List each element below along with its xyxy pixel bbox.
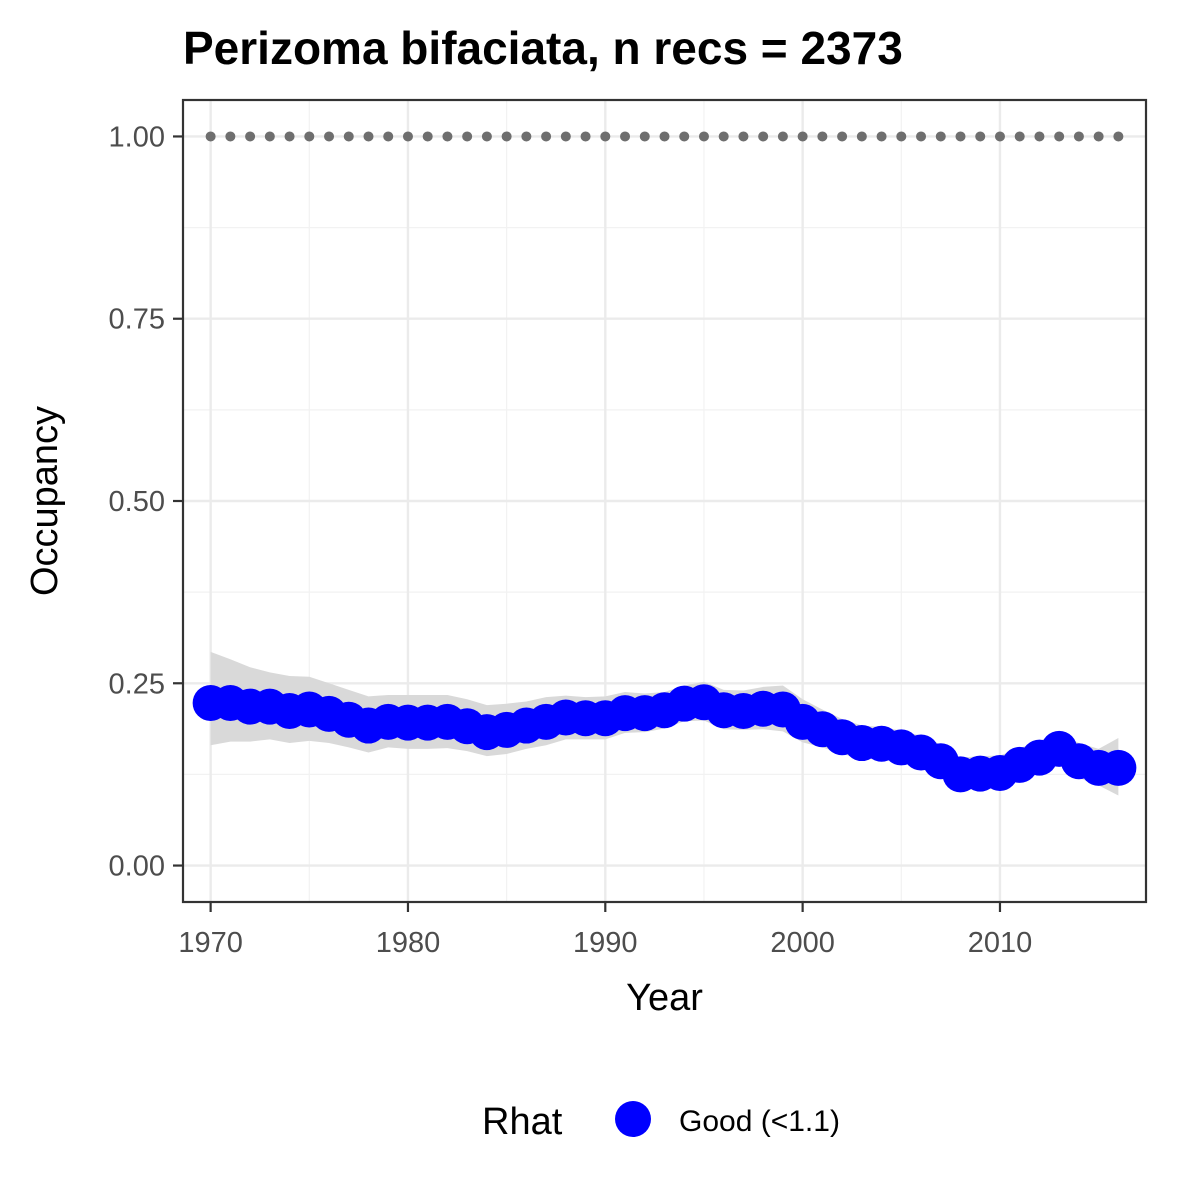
reference-point [245,131,256,142]
y-tick-label: 0.75 [109,304,165,336]
reference-point [994,131,1005,142]
plot-panel [181,98,1148,904]
reference-point [541,131,552,142]
y-tick-label: 0.00 [109,851,165,883]
reference-point [1014,131,1025,142]
reference-point [738,131,749,142]
data-point [1100,749,1137,786]
reference-point [698,131,709,142]
reference-point [442,131,453,142]
reference-point [1093,131,1104,142]
x-tick-label: 2000 [770,927,835,959]
major-gridlines [183,100,1146,902]
reference-point [363,131,374,142]
y-axis: 0.00 0.25 0.50 0.75 1.00 [109,121,183,883]
x-tick-label: 2010 [968,927,1033,959]
y-axis-title: Occupancy [24,406,66,596]
legend-title: Rhat [482,1101,563,1143]
reference-point [758,131,769,142]
reference-point [383,131,394,142]
x-tick-label: 1980 [376,927,441,959]
reference-point [856,131,867,142]
reference-point [225,131,236,142]
y-tick-label: 0.25 [109,668,165,700]
y-tick-label: 0.50 [109,486,165,518]
x-axis-title: Year [626,977,703,1019]
legend: Rhat Good (<1.1) [482,1101,840,1143]
reference-point [560,131,571,142]
reference-point [718,131,729,142]
reference-point [343,131,354,142]
reference-point [876,131,887,142]
reference-point [1054,131,1065,142]
reference-point [916,131,927,142]
reference-point [1073,131,1084,142]
reference-point [422,131,433,142]
reference-point [402,131,413,142]
reference-point [580,131,591,142]
reference-point [205,131,216,142]
reference-point [777,131,788,142]
reference-point [955,131,966,142]
x-tick-label: 1970 [178,927,243,959]
reference-point [896,131,907,142]
reference-point [975,131,986,142]
reference-point [1113,131,1124,142]
reference-point [620,131,631,142]
reference-point [679,131,690,142]
reference-point [659,131,670,142]
reference-line-points [205,131,1124,142]
reference-point [264,131,275,142]
reference-point [600,131,611,142]
reference-point [324,131,335,142]
legend-label-good: Good (<1.1) [679,1105,840,1138]
x-axis: 1970 1980 1990 2000 2010 [178,902,1032,959]
reference-point [462,131,473,142]
reference-point [797,131,808,142]
legend-key-good [615,1101,651,1137]
x-tick-label: 1990 [573,927,638,959]
reference-point [1034,131,1045,142]
reference-point [501,131,512,142]
series-points-group [192,684,1137,793]
chart-title: Perizoma bifaciata, n recs = 2373 [183,22,903,74]
reference-point [304,131,315,142]
reference-point [639,131,650,142]
reference-point [284,131,295,142]
y-tick-label: 1.00 [109,121,165,153]
reference-point [481,131,492,142]
reference-point [935,131,946,142]
reference-point [837,131,848,142]
reference-point [817,131,828,142]
reference-point [521,131,532,142]
